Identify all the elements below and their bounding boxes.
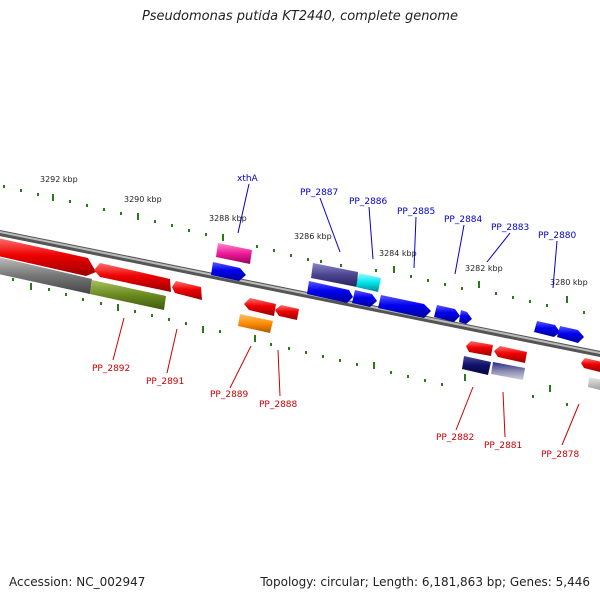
genome-summary-text: Topology: circular; Length: 6,181,863 bp…	[260, 575, 590, 589]
reverse-features	[0, 257, 600, 390]
gene-label: PP_2884	[444, 215, 483, 225]
gene-feature	[352, 290, 377, 307]
tick-label: 3292 kbp	[40, 175, 78, 184]
gene-feature	[238, 314, 273, 333]
label-leaders	[112, 183, 580, 446]
gene-feature	[466, 341, 493, 356]
tick-label: 3290 kbp	[124, 195, 162, 204]
gene-feature	[216, 243, 252, 264]
gene-feature	[0, 257, 92, 294]
gene-feature	[211, 262, 246, 281]
gene-feature	[0, 238, 96, 276]
gene-label: PP_2888	[259, 400, 298, 410]
gene-label: PP_2881	[484, 441, 522, 451]
tick-label: 3288 kbp	[209, 214, 247, 223]
gene-feature	[172, 281, 202, 300]
gene-label: PP_2883	[491, 223, 529, 233]
gene-label: PP_2878	[541, 450, 580, 460]
gene-feature	[534, 321, 560, 337]
forward-gene-labels: xthA PP_2887 PP_2886 PP_2885 PP_2884 PP_…	[237, 174, 577, 241]
gene-label: PP_2882	[436, 433, 474, 443]
gene-label: PP_2892	[92, 364, 130, 374]
gene-feature	[557, 326, 584, 343]
tick-label: 3280 kbp	[550, 278, 588, 287]
tick-label: 3284 kbp	[379, 249, 417, 258]
gene-label: PP_2887	[300, 188, 338, 198]
gene-feature	[307, 281, 353, 303]
gene-feature	[459, 310, 472, 324]
tick-label: 3286 kbp	[294, 232, 332, 241]
gene-label: xthA	[237, 174, 259, 184]
gene-label: PP_2889	[210, 390, 249, 400]
gene-feature	[462, 356, 491, 375]
gene-feature	[434, 305, 460, 322]
gene-feature	[90, 280, 166, 310]
gene-label: PP_2880	[538, 231, 577, 241]
gene-feature	[244, 298, 276, 316]
gene-label: PP_2886	[349, 197, 388, 207]
gene-feature	[356, 273, 381, 292]
forward-features	[0, 238, 584, 343]
gene-feature	[311, 263, 358, 287]
gene-feature	[494, 346, 527, 363]
inner-scale-ticks	[12, 278, 568, 406]
outer-scale-ticks	[3, 185, 585, 314]
map-title: Pseudomonas putida KT2440, complete geno…	[141, 9, 459, 24]
scale-labels: 3292 kbp 3290 kbp 3288 kbp 3286 kbp 3284…	[40, 175, 588, 287]
reverse-gene-labels: PP_2892 PP_2891 PP_2889 PP_2888 PP_2882 …	[92, 364, 580, 460]
gene-feature	[275, 305, 299, 320]
gene-feature	[588, 377, 600, 390]
gene-label: PP_2885	[397, 207, 435, 217]
gene-feature	[491, 362, 525, 380]
genome-backbone	[0, 229, 600, 358]
accession-text: Accession: NC_002947	[9, 575, 146, 589]
gene-feature	[94, 263, 171, 292]
gene-feature	[581, 358, 600, 372]
tick-label: 3282 kbp	[465, 264, 503, 273]
gene-label: PP_2891	[146, 377, 184, 387]
gene-feature	[378, 295, 431, 318]
